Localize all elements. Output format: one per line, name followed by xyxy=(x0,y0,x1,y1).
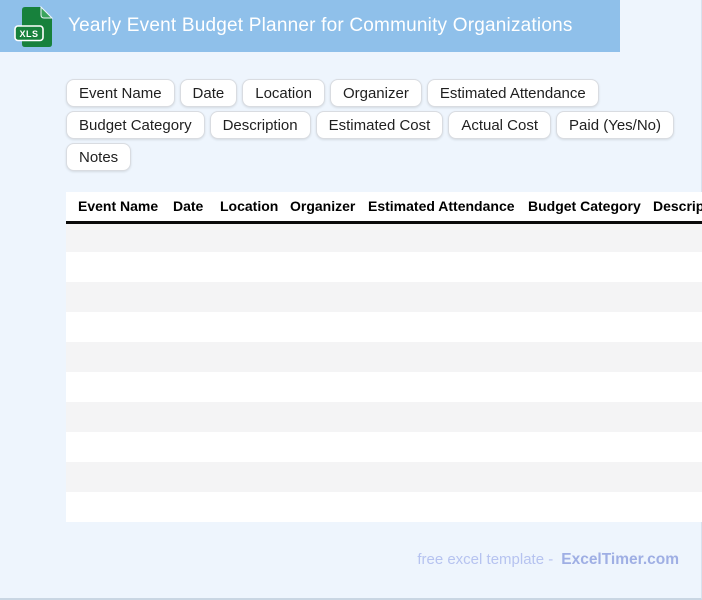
column-header-date: Date xyxy=(173,192,220,224)
table-body xyxy=(66,222,702,522)
column-header-event-name: Event Name xyxy=(66,192,173,224)
table-row xyxy=(66,282,702,312)
empty-row-cell xyxy=(66,492,702,522)
column-header-budget-category: Budget Category xyxy=(528,192,653,224)
table-row xyxy=(66,462,702,492)
empty-row-cell xyxy=(66,432,702,462)
empty-row-cell xyxy=(66,402,702,432)
table-row xyxy=(66,372,702,402)
table-row xyxy=(66,492,702,522)
footer-brand-link[interactable]: ExcelTimer.com xyxy=(561,551,679,568)
table-row xyxy=(66,312,702,342)
table-row xyxy=(66,402,702,432)
app-header: XLS Yearly Event Budget Planner for Comm… xyxy=(0,0,620,52)
table-row xyxy=(66,342,702,372)
field-chip-actual-cost[interactable]: Actual Cost xyxy=(448,111,552,139)
empty-row-cell xyxy=(66,312,702,342)
xls-badge-text: XLS xyxy=(19,29,38,39)
column-header-organizer: Organizer xyxy=(290,192,368,224)
field-chip-paid[interactable]: Paid (Yes/No) xyxy=(556,111,675,139)
empty-row-cell xyxy=(66,342,702,372)
table-row xyxy=(66,222,702,252)
field-chip-organizer[interactable]: Organizer xyxy=(329,79,422,107)
field-chip-description[interactable]: Description xyxy=(209,111,311,139)
table-header-row: Event Name Date Location Organizer Estim… xyxy=(66,192,702,224)
field-chip-estimated-attendance[interactable]: Estimated Attendance xyxy=(426,79,599,107)
column-header-estimated-attendance: Estimated Attendance xyxy=(368,192,528,224)
xls-file-icon: XLS xyxy=(14,4,54,48)
empty-row-cell xyxy=(66,372,702,402)
empty-row-cell xyxy=(66,282,702,312)
table-row xyxy=(66,432,702,462)
column-header-description: Description xyxy=(653,192,702,224)
field-chip-budget-category[interactable]: Budget Category xyxy=(66,111,205,139)
empty-row-cell xyxy=(66,462,702,492)
field-chip-event-name[interactable]: Event Name xyxy=(66,79,175,107)
column-header-location: Location xyxy=(220,192,290,224)
empty-row-cell xyxy=(66,252,702,282)
empty-row-cell xyxy=(66,222,702,252)
footer: free excel template - ExcelTimer.com xyxy=(417,551,679,569)
field-chip-list: Event Name Date Location Organizer Estim… xyxy=(66,79,676,171)
field-chip-notes[interactable]: Notes xyxy=(66,143,132,171)
budget-table: Event Name Date Location Organizer Estim… xyxy=(66,192,702,522)
page-title: Yearly Event Budget Planner for Communit… xyxy=(68,15,573,36)
field-chip-estimated-cost[interactable]: Estimated Cost xyxy=(315,111,444,139)
field-chip-date[interactable]: Date xyxy=(179,79,238,107)
table-row xyxy=(66,252,702,282)
budget-table-container: Event Name Date Location Organizer Estim… xyxy=(66,192,702,522)
field-chip-location[interactable]: Location xyxy=(242,79,325,107)
footer-label: free excel template - xyxy=(417,551,554,568)
